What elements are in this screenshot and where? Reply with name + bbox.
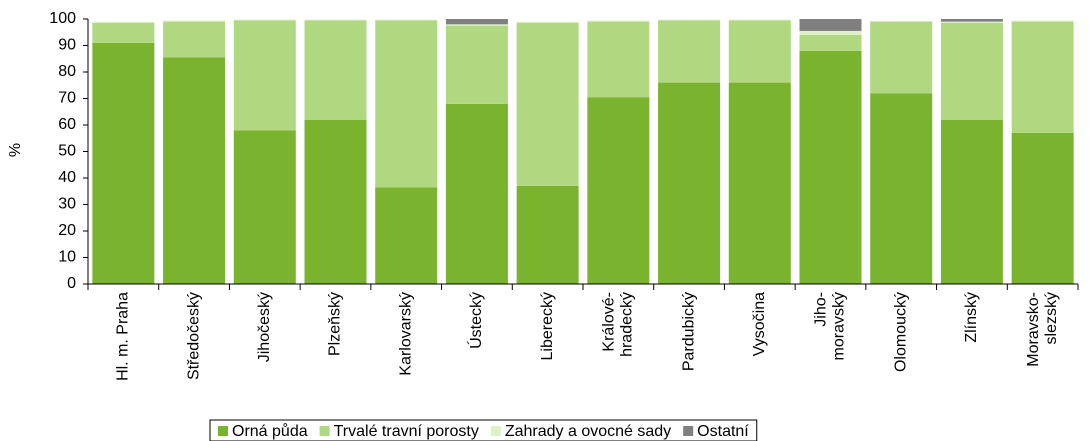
bar-segment [92, 22, 155, 43]
bar-segment [304, 119, 367, 284]
legend-label: Ostatní [697, 423, 749, 440]
legend-swatch [218, 426, 228, 436]
bar-segment [870, 20, 933, 22]
bar-segment [658, 20, 721, 83]
x-tick-label: Moravsko- [1025, 292, 1042, 367]
bar-segment [163, 21, 226, 58]
x-tick-label: Jiho- [813, 292, 830, 327]
bar-segment [375, 19, 438, 21]
bar-segment [445, 24, 508, 26]
bar-segment [92, 21, 155, 23]
x-tick-label: Hl. m. Praha [115, 292, 132, 381]
bar-segment [233, 20, 296, 131]
y-tick-label: 0 [67, 275, 76, 292]
bar-segment [445, 25, 508, 104]
bar-segment [658, 19, 721, 21]
bar-segment [940, 119, 1003, 284]
bar-segment [304, 19, 367, 21]
y-tick-label: 80 [58, 63, 76, 80]
bar-segment [516, 21, 579, 23]
legend-label: Orná půda [232, 422, 308, 440]
y-tick-label: 10 [58, 249, 76, 266]
bar-segment [940, 21, 1003, 23]
x-tick-label: Králové- [601, 292, 618, 352]
bar-segment [1011, 21, 1074, 133]
bar-segment [587, 97, 650, 284]
y-tick-label: 100 [49, 10, 76, 27]
bar-segment [92, 42, 155, 284]
bar-segment [799, 50, 862, 284]
y-axis-label: % [7, 143, 24, 157]
bar-segment [1011, 20, 1074, 22]
legend-label: Trvalé travní porosty [334, 423, 479, 440]
x-tick-label: Liberecký [539, 292, 556, 360]
bar-segment [587, 21, 650, 98]
legend-swatch [683, 426, 694, 436]
y-tick-label: 30 [58, 196, 76, 213]
bar-segment [799, 34, 862, 51]
bar-segment [728, 20, 791, 83]
y-tick-label: 60 [58, 116, 76, 133]
bar-segment [163, 57, 226, 284]
bar-segment [728, 19, 791, 21]
bar-segment [1011, 132, 1074, 284]
x-tick-label: Vysočina [751, 292, 768, 356]
bar-segment [516, 22, 579, 186]
legend-swatch [490, 426, 501, 436]
y-tick-label: 70 [58, 90, 76, 107]
bar-segment [304, 20, 367, 120]
bar-segment [163, 20, 226, 22]
y-tick-label: 90 [58, 37, 76, 54]
x-tick-label: Pardubický [680, 292, 697, 371]
bar-segment [870, 93, 933, 284]
x-tick-label: moravský [831, 292, 848, 360]
y-tick-label: 20 [58, 222, 76, 239]
bar-segment [658, 82, 721, 284]
x-tick-label: Zlínský [963, 292, 980, 343]
bar-segment [516, 185, 579, 284]
bar-segment [587, 20, 650, 22]
x-tick-label: hradecký [619, 292, 636, 357]
bar-segment [940, 22, 1003, 120]
bar-segment [799, 30, 862, 35]
x-tick-label: Středočeský [185, 292, 202, 380]
legend: Orná půda Trvalé travní porosty Zahrady a … [209, 419, 758, 441]
x-tick-label: Ústecký [466, 292, 485, 349]
bar-segment [728, 82, 791, 284]
bar-segment [445, 19, 508, 25]
bar-segment [940, 19, 1003, 22]
bar-segment [375, 187, 438, 284]
legend-label: Zahrady a ovocné sady [505, 423, 671, 440]
bar-segment [799, 19, 862, 31]
y-tick-label: 50 [58, 143, 76, 160]
legend-swatch [319, 426, 330, 436]
bar-segment [445, 103, 508, 284]
x-tick-label: Plzeňský [327, 292, 344, 356]
x-tick-label: Olomoucký [892, 292, 909, 372]
bar-segment [233, 19, 296, 21]
bar-segment [375, 20, 438, 188]
x-tick-label: Karlovarský [397, 292, 414, 376]
x-tick-label: Jihočeský [256, 292, 273, 362]
bar-segment [870, 21, 933, 94]
y-tick-label: 40 [58, 169, 76, 186]
legend-box [209, 419, 758, 441]
x-tick-label: slezský [1043, 292, 1060, 344]
bar-segment [233, 130, 296, 284]
